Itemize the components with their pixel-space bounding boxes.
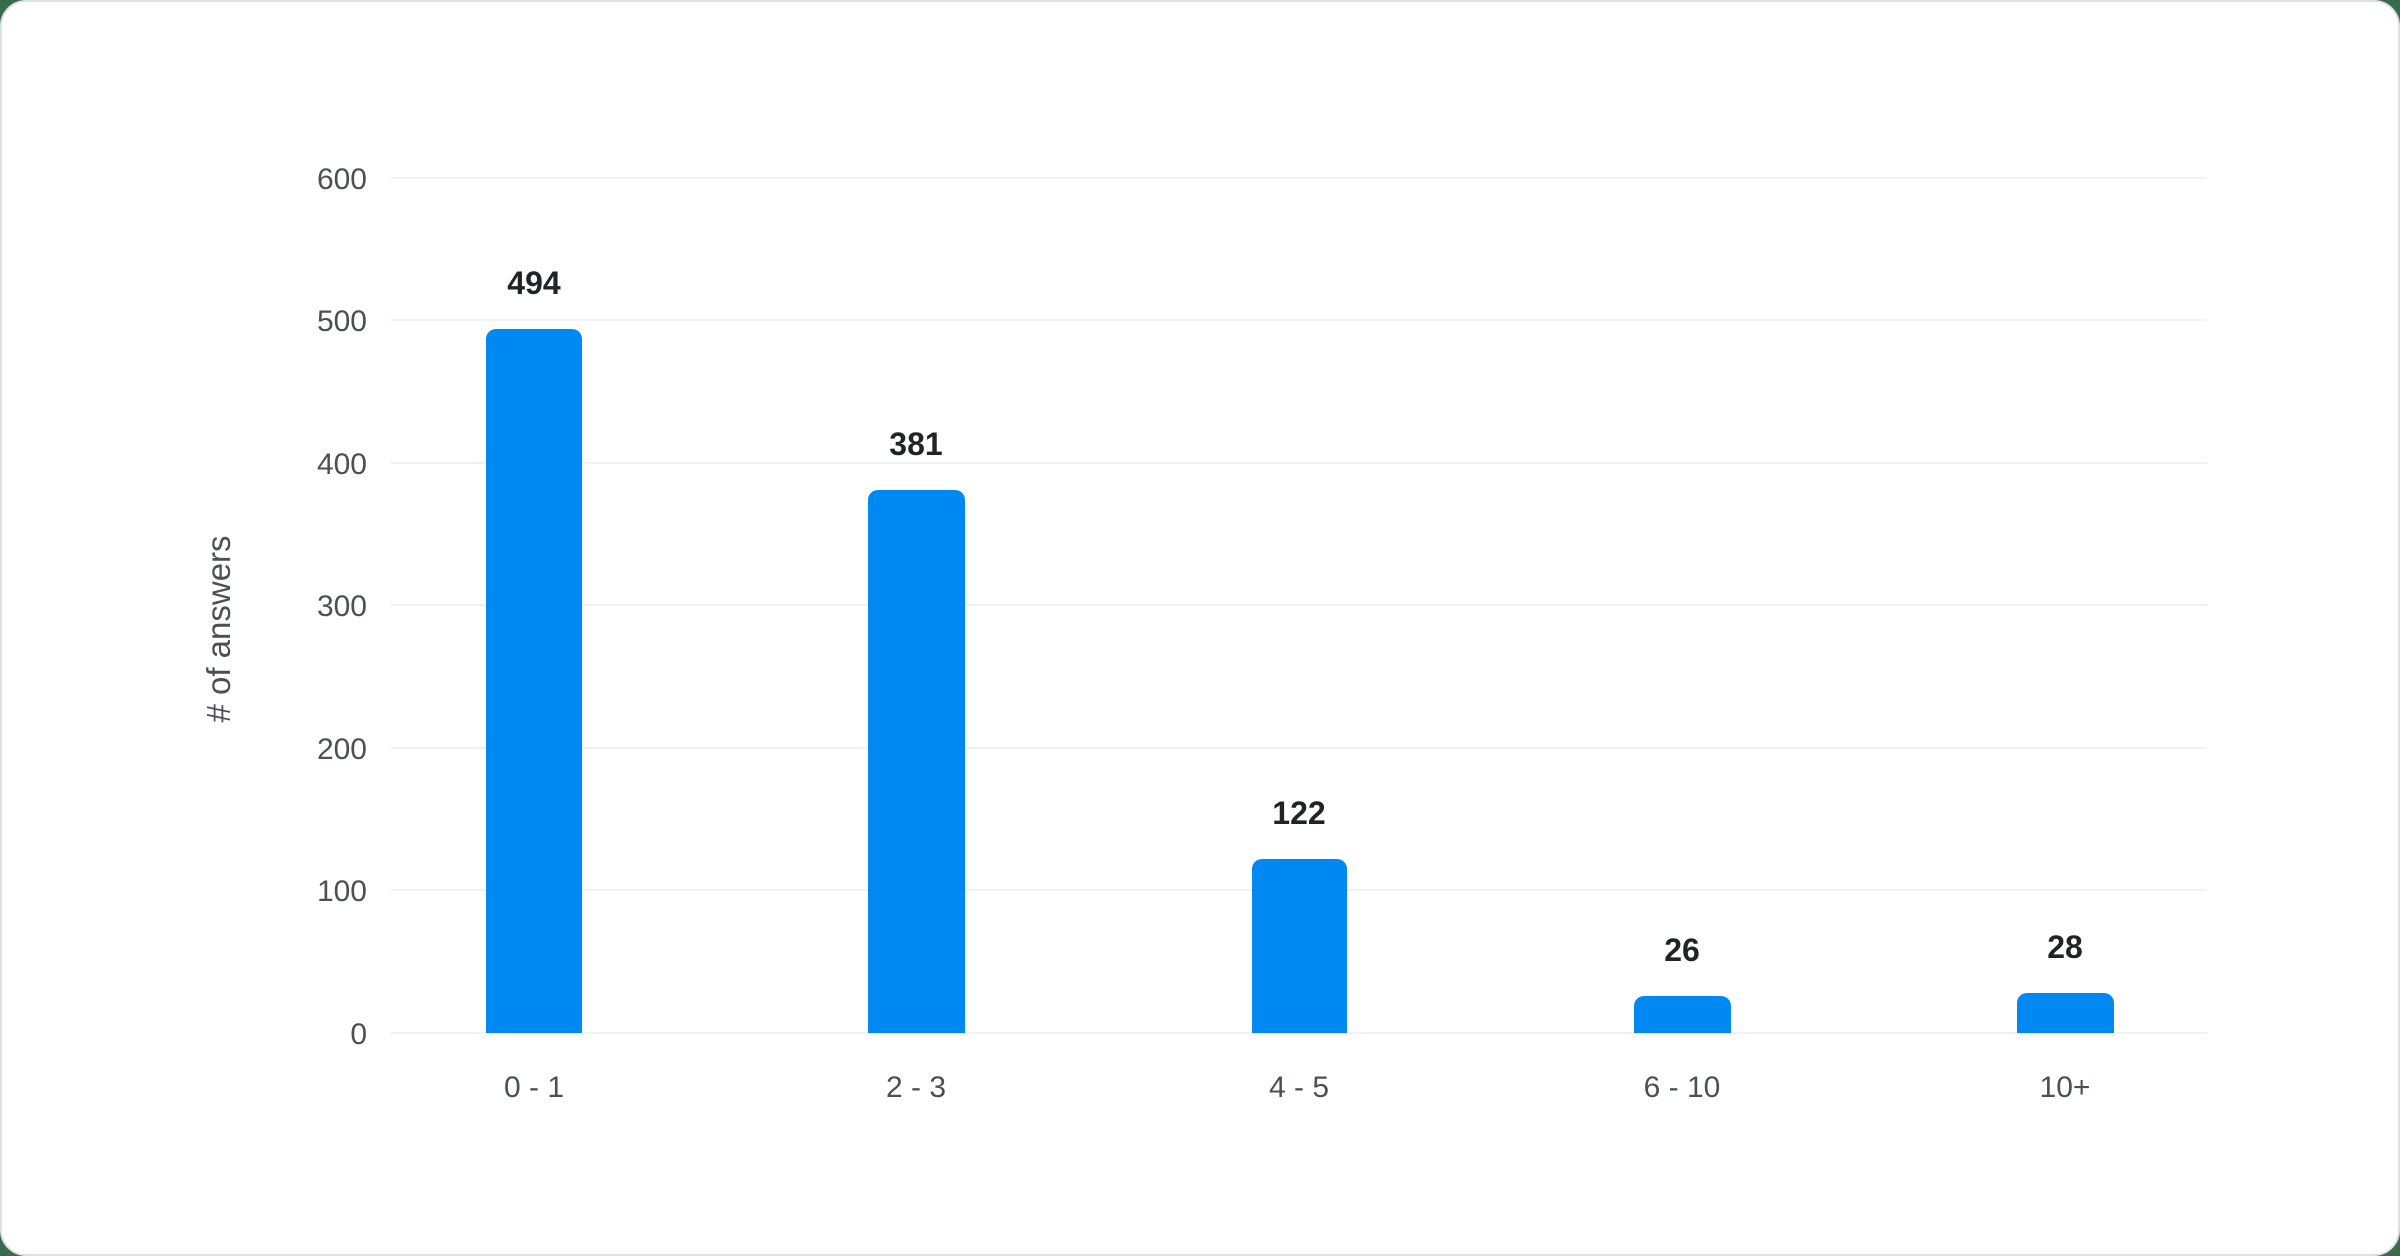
svg-text:494: 494 bbox=[507, 265, 561, 301]
svg-text:10+: 10+ bbox=[2040, 1071, 2091, 1104]
svg-text:200: 200 bbox=[317, 733, 367, 766]
svg-text:600: 600 bbox=[317, 163, 367, 196]
svg-text:4 - 5: 4 - 5 bbox=[1269, 1071, 1329, 1104]
svg-text:400: 400 bbox=[317, 448, 367, 481]
svg-text:2 - 3: 2 - 3 bbox=[886, 1071, 946, 1104]
svg-text:100: 100 bbox=[317, 875, 367, 908]
svg-text:6 - 10: 6 - 10 bbox=[1644, 1071, 1721, 1104]
svg-text:500: 500 bbox=[317, 305, 367, 338]
svg-text:28: 28 bbox=[2047, 929, 2083, 965]
svg-text:0 - 1: 0 - 1 bbox=[504, 1071, 564, 1104]
svg-text:0: 0 bbox=[350, 1018, 367, 1051]
svg-text:# of answers: # of answers bbox=[200, 535, 237, 722]
svg-text:300: 300 bbox=[317, 590, 367, 623]
svg-text:381: 381 bbox=[889, 426, 942, 462]
svg-text:26: 26 bbox=[1664, 932, 1700, 968]
svg-text:122: 122 bbox=[1272, 795, 1325, 831]
